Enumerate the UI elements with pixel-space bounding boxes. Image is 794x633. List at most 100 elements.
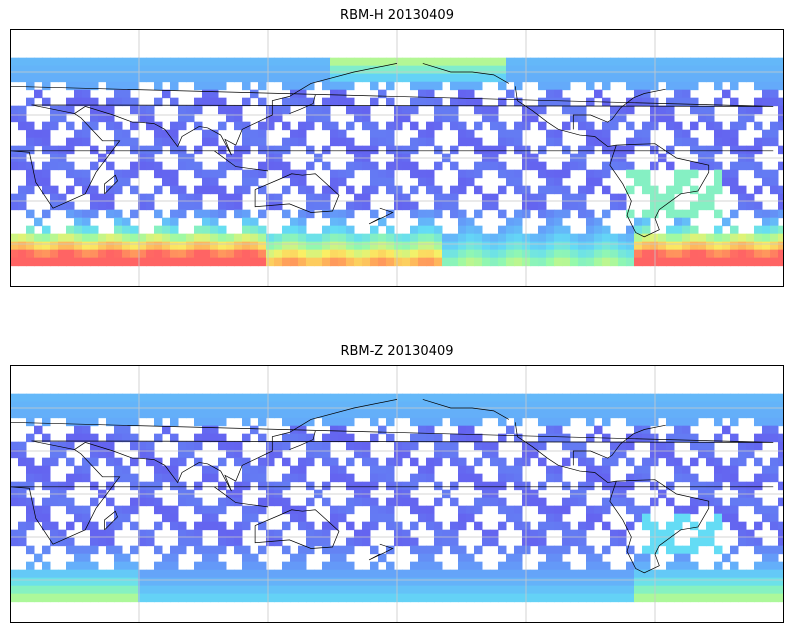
swath-cell bbox=[122, 417, 131, 427]
swath-cell bbox=[218, 193, 227, 203]
swath-cell bbox=[458, 233, 467, 243]
swath-cell bbox=[682, 89, 691, 99]
swath-cell bbox=[690, 593, 699, 603]
swath-cell bbox=[386, 521, 395, 531]
swath-cell bbox=[338, 553, 347, 563]
swath-cell bbox=[586, 521, 595, 531]
swath-cell bbox=[258, 497, 267, 507]
swath-cell bbox=[370, 65, 379, 75]
swath-cell bbox=[738, 73, 747, 83]
swath-cell bbox=[10, 65, 19, 75]
swath-cell bbox=[58, 241, 67, 251]
swath-cell bbox=[778, 105, 784, 115]
swath-cell bbox=[66, 593, 75, 603]
swath-cell bbox=[258, 473, 267, 483]
coastline bbox=[514, 86, 617, 147]
swath-cell bbox=[50, 457, 59, 467]
swath-cell bbox=[322, 529, 331, 539]
swath-cell bbox=[50, 193, 59, 203]
swath-cell bbox=[554, 129, 563, 139]
swath-cell bbox=[538, 193, 547, 203]
swath-cell bbox=[714, 457, 723, 467]
swath-cell bbox=[770, 97, 779, 107]
swath-cell bbox=[762, 393, 771, 403]
swath-cell bbox=[226, 105, 235, 115]
swath-cell bbox=[666, 529, 675, 539]
swath-cell bbox=[50, 121, 59, 131]
swath-cell bbox=[474, 401, 483, 411]
swath-cell bbox=[146, 457, 155, 467]
swath-cell bbox=[170, 577, 179, 587]
swath-cell bbox=[114, 217, 123, 227]
swath-cell bbox=[490, 481, 499, 491]
swath-cell bbox=[122, 129, 131, 139]
swath-cell bbox=[530, 57, 539, 67]
swath-cell bbox=[746, 593, 755, 603]
swath-cell bbox=[650, 201, 659, 211]
swath-cell bbox=[450, 569, 459, 579]
swath-cell bbox=[666, 57, 675, 67]
swath-cell bbox=[738, 401, 747, 411]
swath-cell bbox=[138, 585, 147, 595]
swath-cell bbox=[426, 209, 435, 219]
swath-cell bbox=[346, 585, 355, 595]
swath-cell bbox=[658, 577, 667, 587]
swath-cell bbox=[562, 481, 571, 491]
swath-cell bbox=[282, 81, 291, 91]
swath-cell bbox=[154, 561, 163, 571]
swath-cell bbox=[178, 497, 187, 507]
swath-cell bbox=[74, 233, 83, 243]
swath-cell bbox=[642, 241, 651, 251]
swath-cell bbox=[538, 169, 547, 179]
swath-cell bbox=[314, 537, 323, 547]
swath-cell bbox=[282, 137, 291, 147]
swath-cell bbox=[362, 449, 371, 459]
swath-cell bbox=[450, 241, 459, 251]
swath-cell bbox=[666, 193, 675, 203]
swath-cell bbox=[682, 569, 691, 579]
swath-cell bbox=[98, 409, 107, 419]
swath-cell bbox=[586, 401, 595, 411]
swath-cell bbox=[778, 593, 784, 603]
swath-cell bbox=[482, 409, 491, 419]
swath-cell bbox=[290, 57, 299, 67]
swath-cell bbox=[770, 561, 779, 571]
swath-cell bbox=[578, 193, 587, 203]
swath-cell bbox=[770, 57, 779, 67]
swath-cell bbox=[466, 505, 475, 515]
swath-cell bbox=[770, 233, 779, 243]
swath-cell bbox=[106, 185, 115, 195]
swath-cell bbox=[594, 593, 603, 603]
swath-cell bbox=[754, 257, 763, 267]
swath-cell bbox=[426, 121, 435, 131]
swath-cell bbox=[602, 497, 611, 507]
swath-cell bbox=[658, 537, 667, 547]
swath-cell bbox=[706, 521, 715, 531]
swath-cell bbox=[442, 449, 451, 459]
swath-cell bbox=[346, 505, 355, 515]
swath-cell bbox=[290, 409, 299, 419]
swath-cell bbox=[242, 225, 251, 235]
swath-cell bbox=[610, 401, 619, 411]
swath-cell bbox=[778, 73, 784, 83]
swath-cell bbox=[618, 241, 627, 251]
swath-cell bbox=[274, 65, 283, 75]
swath-cell bbox=[706, 537, 715, 547]
swath-cell bbox=[690, 393, 699, 403]
swath-cell bbox=[426, 473, 435, 483]
swath-cell bbox=[514, 185, 523, 195]
swath-cell bbox=[314, 401, 323, 411]
swath-cell bbox=[226, 249, 235, 259]
swath-cell bbox=[602, 481, 611, 491]
swath-cell bbox=[682, 433, 691, 443]
swath-cell bbox=[138, 113, 147, 123]
swath-cell bbox=[298, 257, 307, 267]
swath-cell bbox=[554, 209, 563, 219]
swath-cell bbox=[194, 585, 203, 595]
swath-cell bbox=[474, 121, 483, 131]
swath-cell bbox=[242, 545, 251, 555]
swath-cell bbox=[122, 217, 131, 227]
swath-cell bbox=[26, 513, 35, 523]
swath-cell bbox=[658, 201, 667, 211]
swath-cell bbox=[706, 585, 715, 595]
